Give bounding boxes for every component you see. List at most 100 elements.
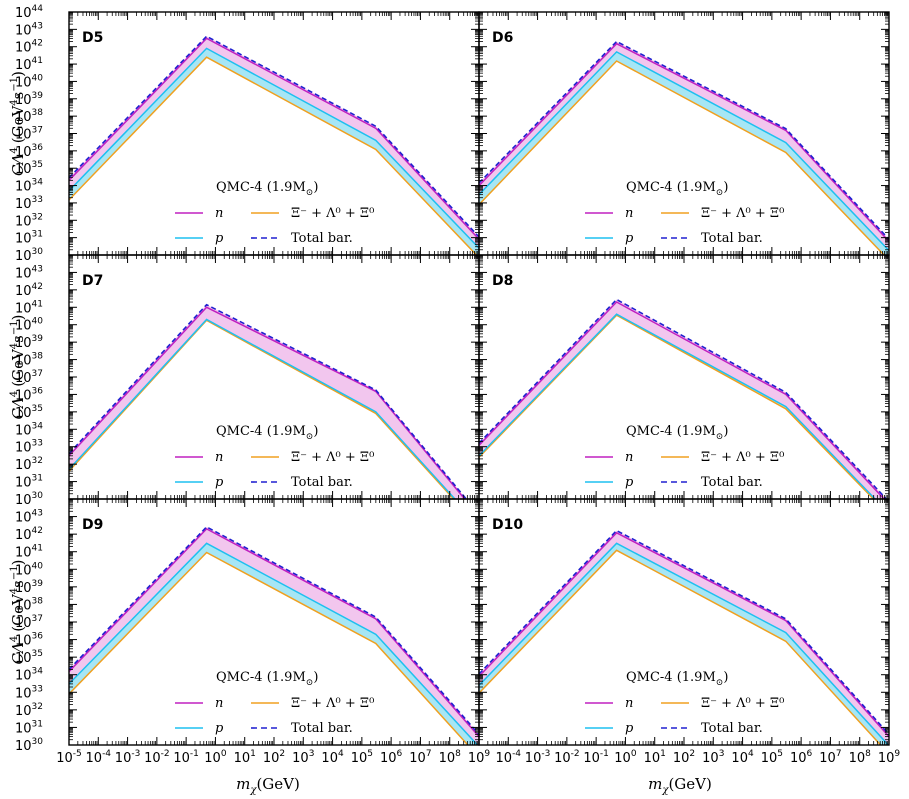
legend-label-xi: Ξ⁻ + Λ⁰ + Ξ⁰ [291,450,374,465]
y-tick-label: 1030 [15,737,43,754]
panel-d9: 1030103110321033103410351036103710381039… [15,498,490,766]
series-total-line [69,35,479,238]
plot-area [479,298,888,499]
x-tick-label: 107 [409,749,431,766]
legend-label-total: Total bar. [291,721,353,736]
x-tick-label: 106 [380,749,403,766]
x-axis-label-sub: χ [661,785,669,796]
series-total-line [69,303,468,499]
legend: QMC-4 (1.9M⊙) np Ξ⁻ + Λ⁰ + Ξ⁰ Total bar. [175,424,374,490]
series-xi-line [69,551,469,745]
y-tick-label: 1033 [15,439,43,456]
x-axis-label-var: m [648,775,662,793]
legend-title: QMC-4 (1.9M⊙) [216,670,318,688]
y-tick-label: 1036 [15,632,43,649]
plot-area [479,529,889,745]
x-axis-label-right: mχ(GeV) [648,775,712,796]
panel-d5: 1030103110321033103410351036103710381039… [15,4,480,264]
y-tick-label: 1032 [15,212,43,229]
legend-title: QMC-4 (1.9M⊙) [216,424,318,442]
y-axis-label: CΛ4(GeV4s−1) [9,315,27,420]
panel-d6: D6 QMC-4 (1.9M⊙) np Ξ⁻ + Λ⁰ + Ξ⁰ Total bar. [478,11,890,256]
panel-label: D10 [492,517,523,533]
plot-area [479,40,889,255]
y-tick-label: 1038 [15,108,43,125]
x-tick-label: 10-1 [583,749,609,766]
band-p [479,543,889,745]
series-total-line [479,529,889,735]
legend: QMC-4 (1.9M⊙) np Ξ⁻ + Λ⁰ + Ξ⁰ Total bar. [175,670,374,736]
series-n-line [479,42,889,243]
series-total-line [479,298,888,499]
series-p-line [69,47,479,249]
y-tick-label: 1038 [15,352,43,369]
x-axis-label-var: m [236,775,250,793]
y-tick-label: 1036 [15,143,43,160]
y-tick-label: 1042 [15,282,43,299]
legend-label-p: p [215,231,224,246]
x-axis-label-unit: (GeV) [256,775,299,793]
y-tick-label: 1030 [15,247,43,264]
y-tick-label: 1041 [15,56,43,73]
y-tick-label: 1035 [15,404,43,421]
series-xi-line [69,56,478,255]
legend: QMC-4 (1.9M⊙) np Ξ⁻ + Λ⁰ + Ξ⁰ Total bar. [175,180,374,246]
series-xi-line [479,60,886,255]
series-p-line [69,318,456,499]
legend-label-xi: Ξ⁻ + Λ⁰ + Ξ⁰ [701,450,784,465]
panel-label: D9 [82,517,103,533]
panel-label: D8 [492,273,513,289]
x-tick-label: 102 [263,749,285,766]
x-tick-label: 101 [234,749,256,766]
y-tick-label: 1041 [15,544,43,561]
x-tick-label: 108 [849,749,872,766]
legend-label-p: p [625,231,634,246]
y-tick-label: 1037 [15,126,43,143]
legend-label-total: Total bar. [701,475,763,490]
x-tick-label: 100 [614,749,637,766]
y-tick-label: 1037 [15,614,43,631]
legend-label-n: n [215,450,223,465]
legend-label-xi: Ξ⁻ + Λ⁰ + Ξ⁰ [701,696,784,711]
y-tick-label: 1039 [15,91,43,108]
x-tick-label: 10-3 [525,749,551,766]
y-tick-label: 1031 [15,474,43,491]
y-tick-label: 1040 [15,73,43,90]
series-xi-line [479,314,875,499]
panel-label: D7 [82,273,103,289]
panel-label: D5 [82,30,103,46]
legend-title: QMC-4 (1.9M⊙) [626,670,728,688]
legend-label-xi: Ξ⁻ + Λ⁰ + Ξ⁰ [291,696,374,711]
band-p [69,48,479,255]
panel-label: D6 [492,30,513,46]
x-tick-label: 10-3 [115,749,141,766]
band-p [479,51,889,255]
y-tick-label: 1042 [15,526,43,543]
x-tick-label: 101 [644,749,666,766]
x-tick-label: 109 [878,749,901,766]
x-axis-label-left: mχ(GeV) [236,775,300,796]
y-tick-label: 1039 [15,334,43,351]
legend-label-n: n [215,206,223,221]
x-tick-label: 105 [351,749,373,766]
panels: 1030103110321033103410351036103710381039… [15,4,900,766]
x-tick-label: 10-1 [173,749,199,766]
band-p [69,543,478,745]
y-tick-label: 1033 [15,195,43,212]
y-tick-label: 1043 [15,264,43,281]
y-tick-label: 1037 [15,369,43,386]
legend: QMC-4 (1.9M⊙) np Ξ⁻ + Λ⁰ + Ξ⁰ Total bar. [585,670,784,736]
x-axis-label-unit: (GeV) [668,775,711,793]
plot-area [69,35,479,255]
y-tick-label: 1031 [15,719,43,736]
y-tick-label: 1042 [15,39,43,56]
x-tick-label: 10-2 [554,749,580,766]
series-n-line [69,37,479,240]
y-axis-label: CΛ4(GeV4s−1) [9,71,27,176]
y-tick-label: 1030 [15,491,43,508]
y-tick-label: 1035 [15,649,43,666]
y-tick-label: 1032 [15,456,43,473]
band-n [69,526,479,745]
band-n [479,41,889,251]
